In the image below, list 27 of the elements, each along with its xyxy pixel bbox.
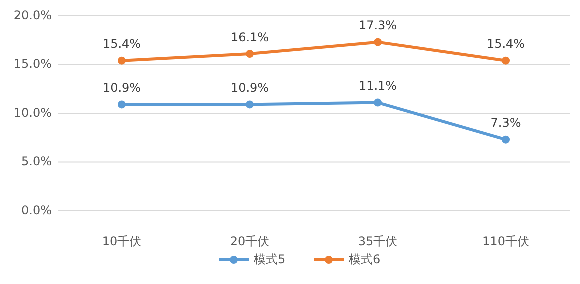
point [246, 50, 254, 58]
point [374, 98, 382, 107]
y-tick-label: 10.0% [14, 106, 52, 120]
data-label: 10.9% [102, 81, 142, 96]
point [502, 136, 510, 144]
point [246, 100, 254, 109]
data-label: 11.1% [358, 79, 398, 94]
data-label: 10.9% [230, 81, 270, 96]
x-tick-label: 110千伏 [482, 234, 530, 248]
point [502, 56, 510, 65]
legend-label: 模式5 [254, 252, 286, 266]
y-tick-label: 5.0% [22, 154, 52, 169]
x-tick-label: 10千伏 [102, 234, 142, 248]
y-tick-label: 0.0% [22, 203, 52, 218]
x-tick-label: 35千伏 [358, 234, 398, 248]
point [118, 56, 126, 65]
x-tick-label: 20千伏 [230, 234, 270, 248]
data-label: 17.3% [358, 18, 398, 33]
y-tick-label: 15.0% [14, 57, 52, 72]
data-label: 15.4% [486, 37, 526, 52]
point [118, 100, 126, 109]
point [374, 38, 382, 46]
data-label: 7.3% [490, 116, 522, 130]
data-label: 16.1% [230, 30, 270, 44]
y-tick-label: 20.0% [14, 8, 52, 22]
legend-label: 模式6 [349, 252, 381, 266]
data-label: 15.4% [102, 37, 142, 52]
